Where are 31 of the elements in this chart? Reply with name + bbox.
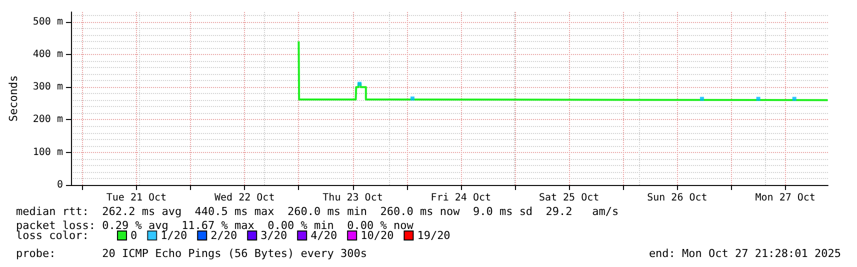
y-tick-label: 300 m: [32, 82, 63, 93]
x-tick-label: Sun 26 Oct: [647, 192, 708, 204]
legend-label: 4/20: [310, 229, 338, 242]
legend-label: 1/20: [160, 229, 188, 242]
x-tick-label: Wed 22 Oct: [214, 192, 275, 204]
point: [358, 82, 362, 86]
legend-label: 3/20: [260, 229, 288, 242]
point: [700, 96, 704, 101]
x-tick-label: Tue 21 Oct: [106, 192, 167, 204]
y-tick-label: 400 m: [32, 48, 63, 60]
text: packet loss: 0.29 % avg 11.67 % max 0.00 % min 0.00 % now: [16, 219, 414, 232]
point: [792, 96, 796, 101]
legend-label: 19/20: [417, 229, 450, 242]
text: end: Mon Oct 27 21:28:01 2025: [648, 247, 841, 260]
y-tick-label: 100 m: [32, 146, 63, 158]
point: [756, 96, 760, 101]
legend-label: 2/20: [210, 229, 238, 242]
legend-label: 0: [130, 229, 138, 242]
legend-title: loss color:: [16, 229, 89, 242]
point: [410, 96, 414, 100]
text: probe: 20 ICMP Echo Pings (56 Bytes) every 300s: [16, 247, 367, 260]
y-tick-label: 500 m: [32, 16, 63, 28]
text: median rtt: 262.2 ms avg 440.5 ms max 260.0 ms min 260.0 ms now 9.0 ms sd 29.2 am/s: [16, 205, 619, 218]
y-axis-title: Seconds: [7, 75, 20, 122]
x-tick-label: Thu 23 Oct: [322, 192, 383, 204]
y-tick-label: 0: [56, 180, 63, 190]
legend-label: 10/20: [360, 229, 394, 242]
x-tick-label: Mon 27 Oct: [755, 192, 816, 204]
x-tick-label: Sat 25 Oct: [538, 192, 600, 204]
x-tick-label: Fri 24 Oct: [430, 192, 492, 204]
y-tick-label: 200 m: [32, 114, 63, 126]
